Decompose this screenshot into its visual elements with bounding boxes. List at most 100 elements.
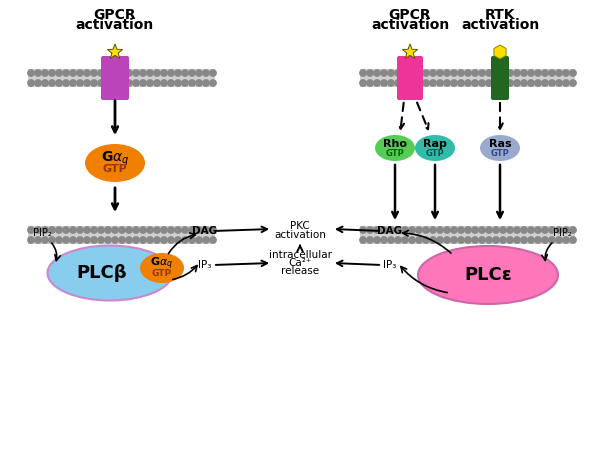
Circle shape	[28, 237, 34, 243]
Circle shape	[409, 227, 415, 233]
Circle shape	[84, 80, 90, 86]
Circle shape	[521, 80, 527, 86]
Circle shape	[451, 237, 457, 243]
Text: release: release	[281, 266, 319, 276]
Circle shape	[388, 80, 394, 86]
Circle shape	[91, 80, 97, 86]
Text: activation: activation	[371, 18, 449, 32]
Circle shape	[402, 80, 408, 86]
Circle shape	[563, 227, 569, 233]
Circle shape	[444, 70, 450, 76]
Circle shape	[70, 70, 76, 76]
Circle shape	[147, 70, 153, 76]
Circle shape	[77, 237, 83, 243]
Circle shape	[196, 227, 202, 233]
Circle shape	[381, 80, 387, 86]
Circle shape	[168, 237, 174, 243]
Circle shape	[49, 80, 55, 86]
Text: activation: activation	[76, 18, 154, 32]
Circle shape	[210, 227, 216, 233]
Circle shape	[528, 70, 534, 76]
Circle shape	[472, 227, 478, 233]
Circle shape	[154, 227, 160, 233]
Circle shape	[549, 227, 555, 233]
Circle shape	[147, 227, 153, 233]
Circle shape	[189, 237, 195, 243]
Circle shape	[409, 70, 415, 76]
Circle shape	[451, 70, 457, 76]
Circle shape	[56, 70, 62, 76]
Circle shape	[465, 70, 471, 76]
Circle shape	[196, 70, 202, 76]
Circle shape	[133, 237, 139, 243]
Circle shape	[458, 227, 464, 233]
Circle shape	[381, 227, 387, 233]
Circle shape	[521, 70, 527, 76]
Circle shape	[126, 227, 132, 233]
Circle shape	[56, 237, 62, 243]
Circle shape	[416, 237, 422, 243]
Circle shape	[42, 70, 48, 76]
Ellipse shape	[47, 246, 173, 301]
FancyBboxPatch shape	[111, 56, 129, 100]
Circle shape	[133, 80, 139, 86]
Text: DAG: DAG	[193, 226, 218, 236]
Circle shape	[189, 70, 195, 76]
Circle shape	[409, 80, 415, 86]
Circle shape	[465, 237, 471, 243]
Circle shape	[210, 237, 216, 243]
Circle shape	[535, 237, 541, 243]
Circle shape	[133, 70, 139, 76]
Circle shape	[549, 237, 555, 243]
Circle shape	[542, 237, 548, 243]
Text: IP₃: IP₃	[199, 260, 212, 270]
Circle shape	[56, 227, 62, 233]
Circle shape	[451, 80, 457, 86]
Text: PKC: PKC	[290, 221, 310, 231]
Circle shape	[549, 70, 555, 76]
Circle shape	[42, 237, 48, 243]
Circle shape	[168, 70, 174, 76]
Circle shape	[542, 227, 548, 233]
Circle shape	[514, 227, 520, 233]
Circle shape	[360, 227, 366, 233]
Circle shape	[493, 70, 499, 76]
Polygon shape	[403, 44, 418, 58]
Circle shape	[140, 70, 146, 76]
Circle shape	[35, 70, 41, 76]
Text: GTP: GTP	[491, 148, 509, 157]
Circle shape	[402, 237, 408, 243]
Circle shape	[56, 80, 62, 86]
Circle shape	[402, 227, 408, 233]
Circle shape	[430, 70, 436, 76]
Circle shape	[367, 80, 373, 86]
Circle shape	[563, 70, 569, 76]
FancyBboxPatch shape	[397, 56, 413, 100]
Ellipse shape	[375, 135, 415, 161]
Bar	[28, 226, 215, 244]
Circle shape	[507, 237, 513, 243]
Circle shape	[486, 227, 492, 233]
Circle shape	[63, 227, 69, 233]
Circle shape	[395, 80, 401, 86]
Circle shape	[479, 70, 485, 76]
Circle shape	[570, 227, 576, 233]
Circle shape	[49, 237, 55, 243]
Circle shape	[479, 227, 485, 233]
Circle shape	[465, 227, 471, 233]
Circle shape	[84, 237, 90, 243]
Circle shape	[374, 70, 380, 76]
Circle shape	[395, 237, 401, 243]
Circle shape	[42, 80, 48, 86]
Circle shape	[98, 80, 104, 86]
Circle shape	[140, 237, 146, 243]
Circle shape	[416, 70, 422, 76]
Circle shape	[28, 227, 34, 233]
Circle shape	[147, 80, 153, 86]
Circle shape	[472, 237, 478, 243]
Circle shape	[556, 80, 562, 86]
Circle shape	[119, 80, 125, 86]
Text: activation: activation	[461, 18, 539, 32]
Circle shape	[210, 80, 216, 86]
Text: PIP₂: PIP₂	[32, 228, 52, 238]
